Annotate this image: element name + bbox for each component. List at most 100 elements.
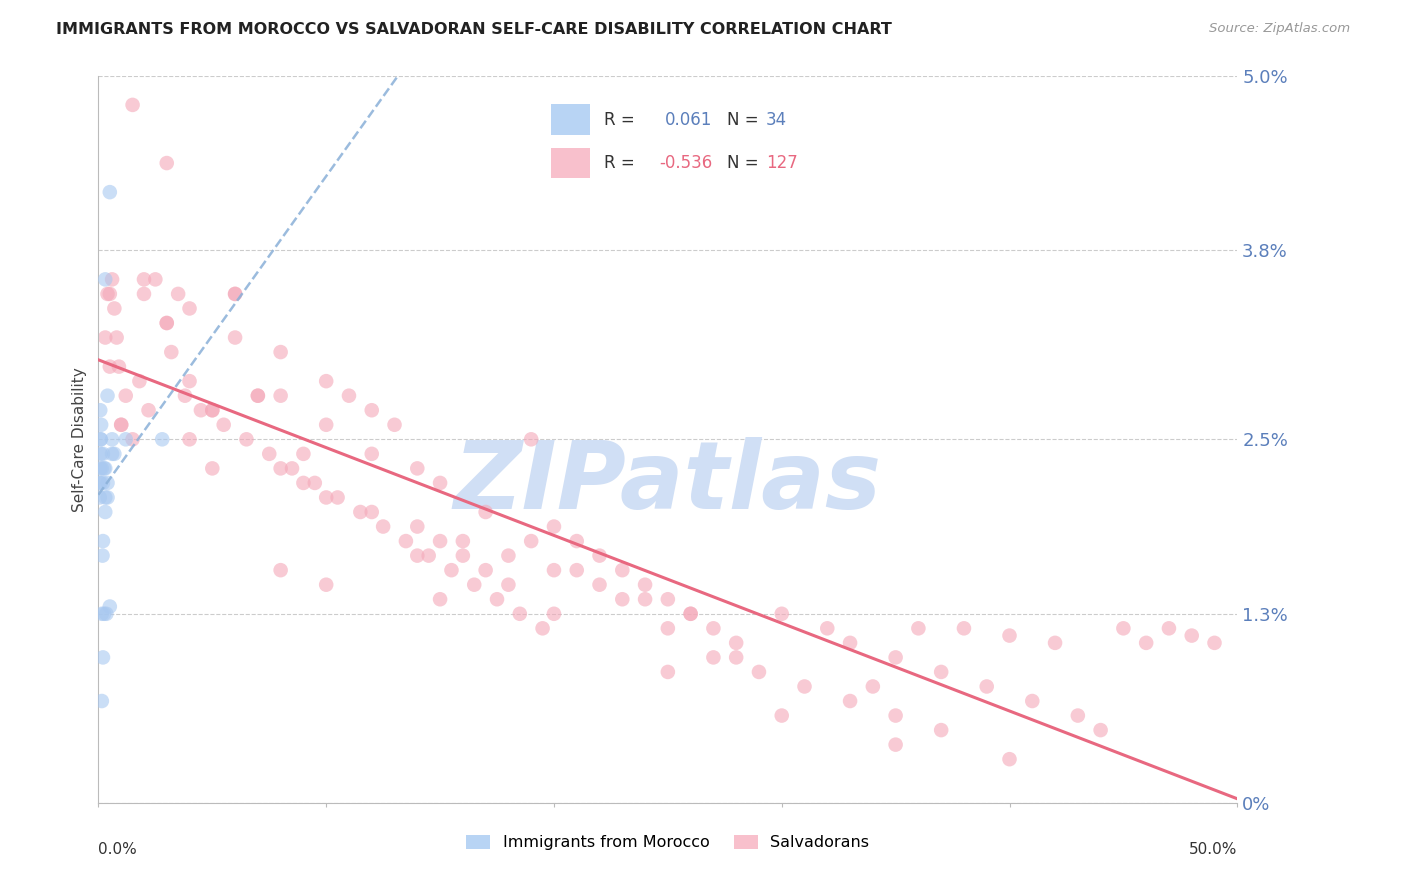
Point bbox=[1157, 621, 1180, 635]
Point bbox=[520, 432, 543, 446]
Point bbox=[96, 491, 118, 505]
Point bbox=[884, 650, 907, 665]
Point bbox=[94, 330, 117, 344]
Point bbox=[179, 432, 201, 446]
Point bbox=[634, 578, 657, 592]
Point bbox=[371, 519, 394, 533]
Point bbox=[270, 563, 292, 577]
Point bbox=[96, 389, 118, 403]
Point bbox=[90, 447, 112, 461]
Point bbox=[91, 475, 114, 490]
Point bbox=[929, 723, 952, 737]
Point bbox=[138, 403, 160, 417]
Point bbox=[725, 636, 748, 650]
Text: Source: ZipAtlas.com: Source: ZipAtlas.com bbox=[1209, 22, 1350, 36]
Point bbox=[89, 461, 111, 475]
Point bbox=[679, 607, 702, 621]
Point bbox=[748, 665, 770, 679]
Point bbox=[98, 286, 121, 301]
Text: ZIPatlas: ZIPatlas bbox=[454, 437, 882, 529]
Point bbox=[406, 549, 429, 563]
Point bbox=[463, 578, 485, 592]
Point bbox=[531, 621, 554, 635]
Point bbox=[224, 330, 246, 344]
Point bbox=[1090, 723, 1112, 737]
Point bbox=[94, 491, 117, 505]
Point bbox=[101, 447, 124, 461]
Point bbox=[1135, 636, 1157, 650]
Point bbox=[201, 461, 224, 475]
Point bbox=[509, 607, 531, 621]
Point bbox=[270, 461, 292, 475]
Point bbox=[94, 461, 117, 475]
Point bbox=[953, 621, 976, 635]
Point bbox=[657, 621, 679, 635]
Point bbox=[270, 345, 292, 359]
Point bbox=[114, 432, 136, 446]
Point bbox=[486, 592, 509, 607]
Point bbox=[103, 447, 125, 461]
Point bbox=[315, 578, 337, 592]
Point bbox=[174, 389, 197, 403]
Point bbox=[884, 708, 907, 723]
Point bbox=[315, 374, 337, 388]
Point bbox=[132, 272, 155, 286]
Point bbox=[1181, 629, 1204, 643]
Point bbox=[246, 389, 269, 403]
Point bbox=[89, 403, 111, 417]
Point bbox=[384, 417, 406, 432]
Point bbox=[103, 301, 125, 316]
Point bbox=[839, 694, 862, 708]
Point bbox=[94, 505, 117, 519]
Point bbox=[657, 592, 679, 607]
Point bbox=[90, 694, 112, 708]
Point bbox=[292, 475, 315, 490]
Point bbox=[588, 578, 610, 592]
Point bbox=[114, 389, 136, 403]
Point bbox=[474, 563, 496, 577]
Legend: Immigrants from Morocco, Salvadorans: Immigrants from Morocco, Salvadorans bbox=[460, 828, 876, 856]
Point bbox=[770, 708, 793, 723]
Text: IMMIGRANTS FROM MOROCCO VS SALVADORAN SELF-CARE DISABILITY CORRELATION CHART: IMMIGRANTS FROM MOROCCO VS SALVADORAN SE… bbox=[56, 22, 893, 37]
Point bbox=[179, 301, 201, 316]
Point bbox=[201, 403, 224, 417]
Point bbox=[543, 563, 565, 577]
Point bbox=[1043, 636, 1066, 650]
Point bbox=[418, 549, 440, 563]
Point bbox=[725, 650, 748, 665]
Point bbox=[96, 475, 118, 490]
Point bbox=[96, 286, 118, 301]
Point bbox=[793, 680, 815, 694]
Point bbox=[657, 665, 679, 679]
Point bbox=[451, 549, 474, 563]
Point bbox=[156, 316, 179, 330]
Point bbox=[395, 534, 418, 549]
Point bbox=[156, 316, 179, 330]
Point bbox=[976, 680, 998, 694]
Point bbox=[884, 738, 907, 752]
Point bbox=[679, 607, 702, 621]
Point bbox=[1204, 636, 1226, 650]
Point bbox=[281, 461, 304, 475]
Point bbox=[543, 607, 565, 621]
Point bbox=[520, 534, 543, 549]
Point bbox=[128, 374, 150, 388]
Point bbox=[588, 549, 610, 563]
Point bbox=[815, 621, 838, 635]
Point bbox=[1021, 694, 1043, 708]
Point bbox=[105, 330, 128, 344]
Point bbox=[98, 185, 121, 199]
Point bbox=[110, 417, 132, 432]
Point bbox=[91, 650, 114, 665]
Point bbox=[235, 432, 257, 446]
Point bbox=[90, 475, 112, 490]
Point bbox=[543, 519, 565, 533]
Point bbox=[91, 549, 114, 563]
Point bbox=[1112, 621, 1135, 635]
Point bbox=[1067, 708, 1090, 723]
Point bbox=[907, 621, 929, 635]
Point bbox=[360, 505, 382, 519]
Point bbox=[160, 345, 183, 359]
Point bbox=[337, 389, 360, 403]
Point bbox=[498, 578, 520, 592]
